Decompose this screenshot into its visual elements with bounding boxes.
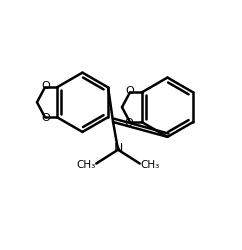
Text: O: O [126,86,134,97]
Text: O: O [42,113,50,123]
Text: CH₃: CH₃ [140,160,159,170]
Text: N: N [113,142,123,155]
Text: CH₃: CH₃ [77,160,96,170]
Text: O: O [125,118,133,128]
Text: O: O [42,82,50,92]
